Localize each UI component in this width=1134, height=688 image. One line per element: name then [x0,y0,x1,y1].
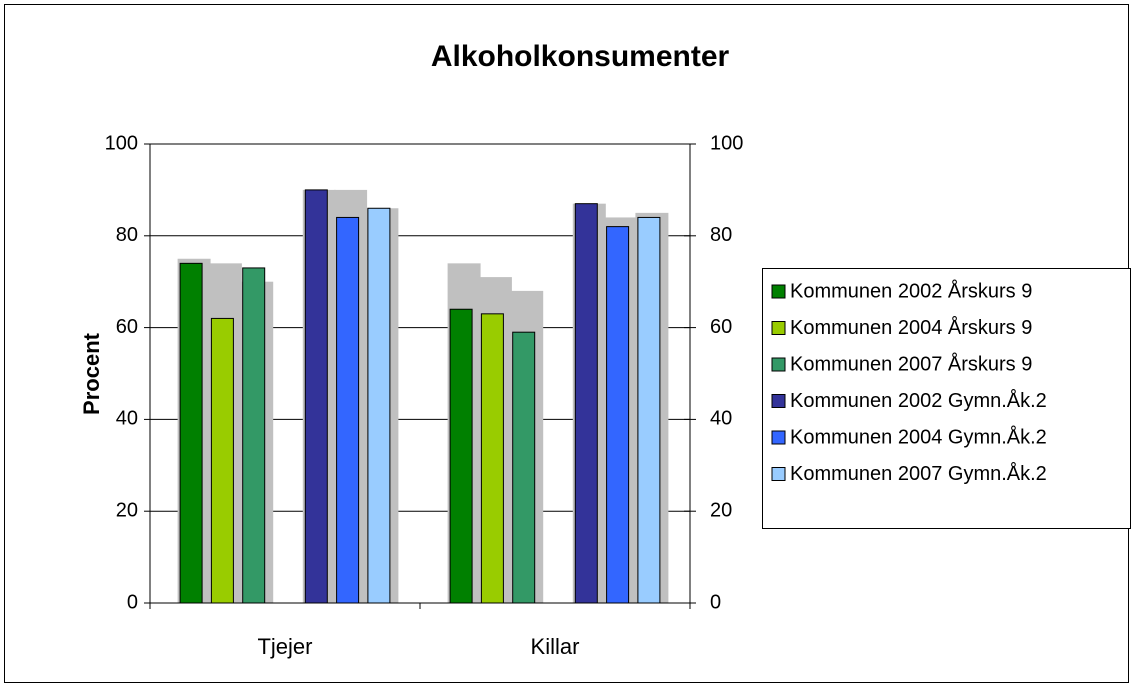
y-tick-label: 60 [116,316,138,338]
legend-label: Kommunen 2004 Gymn.Åk.2 [790,425,1047,448]
bar [480,313,504,604]
y-axis-label: Procent [79,332,104,415]
legend-swatch [771,321,786,335]
x-tick-label: Tjejer [257,634,312,659]
y-tick-label: 20 [116,499,138,521]
bar [606,226,630,604]
legend-label: Kommunen 2002 Årskurs 9 [790,279,1032,302]
bar [512,331,536,604]
bar [179,262,203,604]
legend-label: Kommunen 2004 Årskurs 9 [790,316,1032,339]
bar [574,203,598,604]
legend-swatch [771,430,786,445]
y-tick-label: 40 [116,408,138,430]
y2-tick-label: 100 [710,132,743,154]
bar [336,216,360,604]
y2-tick-label: 0 [710,591,721,613]
bar [210,317,234,604]
y2-tick-label: 80 [710,224,732,246]
bar [449,308,473,604]
legend-label: Kommunen 2007 Årskurs 9 [790,352,1032,375]
bar [242,267,266,604]
bar [637,216,661,604]
legend-swatch [771,394,786,408]
bar [367,207,391,604]
legend-swatch [771,357,786,372]
legend-swatch [771,467,786,481]
legend: Kommunen 2002 Årskurs 9 Kommunen 2004 Års… [762,268,1131,529]
y-tick-label: 100 [105,132,138,154]
legend-swatch [771,284,786,299]
y2-tick-label: 60 [710,316,732,338]
y-tick-label: 80 [116,224,138,246]
bar [304,189,328,604]
legend-label: Kommunen 2007 Gymn.Åk.2 [790,462,1047,485]
legend-box [762,268,1131,529]
y2-tick-label: 40 [710,408,732,430]
y2-tick-label: 20 [710,499,732,521]
chart-title: Alkoholkonsumenter [431,40,730,73]
x-tick-label: Killar [531,634,580,659]
y-tick-label: 0 [127,591,138,613]
legend-label: Kommunen 2002 Gymn.Åk.2 [790,389,1047,412]
